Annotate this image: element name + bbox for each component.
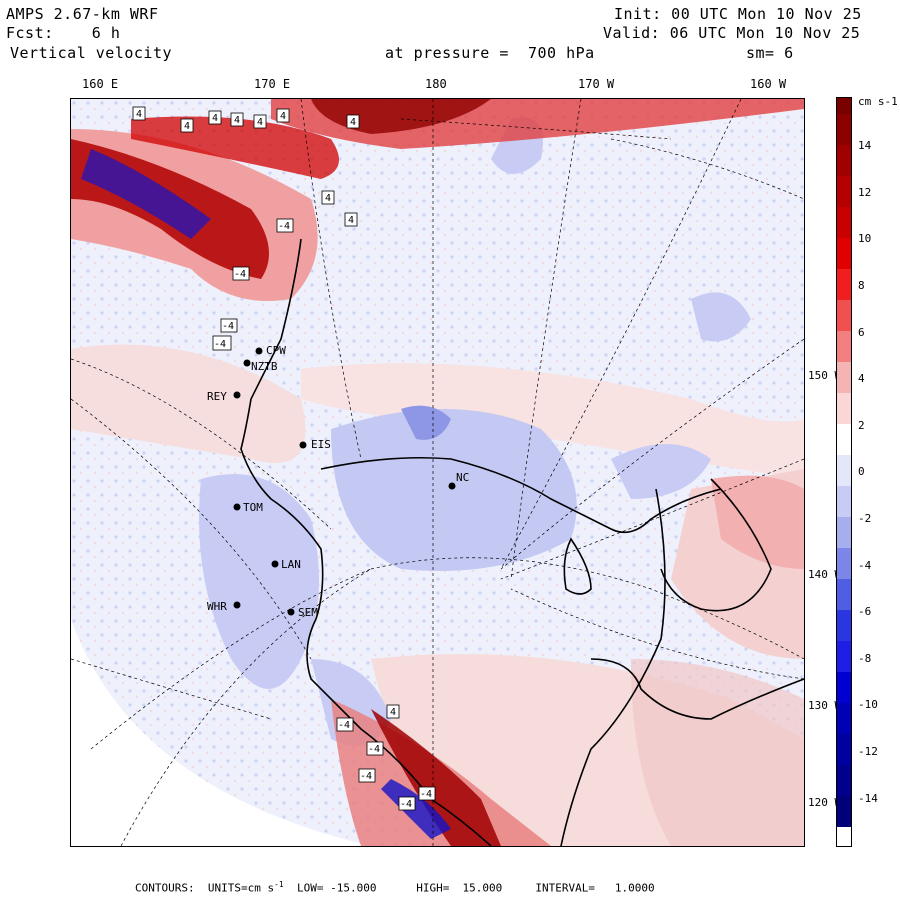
colorbar bbox=[836, 97, 852, 847]
forecast-hour: Fcst: 6 h bbox=[6, 24, 121, 42]
colorbar-tick: -4 bbox=[858, 559, 872, 572]
contour-label: -4 bbox=[398, 796, 416, 811]
init-time: Init: 00 UTC Mon 10 Nov 25 bbox=[614, 5, 862, 23]
contour-label: 4 bbox=[276, 108, 290, 123]
svg-text:REY: REY bbox=[207, 390, 227, 403]
colorbar-tick: 14 bbox=[858, 139, 872, 152]
lon-label-180: 180 bbox=[425, 77, 447, 91]
valid-time: Valid: 06 UTC Mon 10 Nov 25 bbox=[603, 24, 861, 42]
contour-label: 4 bbox=[346, 114, 360, 129]
contour-label: 4 bbox=[230, 112, 244, 127]
colorbar-tick: 0 bbox=[858, 465, 865, 478]
colorbar-tick: 10 bbox=[858, 232, 872, 245]
station-tom[interactable]: TOM bbox=[233, 501, 264, 514]
stations: CPW NZTB REY EIS NC TOM LAN WHR SEM bbox=[207, 344, 469, 619]
svg-text:-4: -4 bbox=[360, 771, 372, 782]
contour-label: -4 bbox=[232, 266, 250, 281]
station-eis[interactable]: EIS bbox=[299, 438, 331, 451]
station-rey[interactable]: REY bbox=[207, 390, 241, 403]
map-panel[interactable]: 4 4 4 4 4 4 4 4 -4 -4 4 -4 -4 4 -4 -4 -4… bbox=[70, 98, 805, 847]
colorbar-tick: -6 bbox=[858, 605, 872, 618]
lon-label-160w: 160 W bbox=[750, 77, 787, 91]
svg-text:-4: -4 bbox=[338, 720, 350, 731]
colorbar-tick: -12 bbox=[858, 745, 878, 758]
colorbar-tick: -8 bbox=[858, 652, 872, 665]
contour-label: -4 bbox=[358, 768, 376, 783]
contour-label: 4 bbox=[344, 212, 358, 227]
contour-label: 4 bbox=[253, 114, 267, 129]
svg-text:-4: -4 bbox=[368, 744, 380, 755]
contour-label: -4 bbox=[276, 218, 294, 233]
svg-text:EIS: EIS bbox=[311, 438, 331, 451]
svg-text:-4: -4 bbox=[400, 799, 412, 810]
colorbar-tick: 12 bbox=[858, 186, 872, 199]
contour-label: 4 bbox=[132, 106, 146, 121]
station-lan[interactable]: LAN bbox=[271, 558, 301, 571]
lat-label-120w: 120 W bbox=[808, 796, 842, 809]
svg-text:NC: NC bbox=[456, 471, 469, 484]
colorbar-tick: 4 bbox=[858, 372, 865, 385]
lon-label-170e: 170 E bbox=[254, 77, 291, 91]
contour-label: 4 bbox=[321, 190, 335, 205]
contour-label: -4 bbox=[212, 335, 232, 351]
svg-text:-4: -4 bbox=[234, 269, 246, 280]
station-whr[interactable]: WHR bbox=[207, 600, 241, 613]
lat-label-130w: 130 W bbox=[808, 699, 842, 712]
smoothing: sm= 6 bbox=[746, 44, 794, 62]
contour-label: -4 bbox=[366, 741, 384, 756]
svg-text:4: 4 bbox=[212, 113, 218, 124]
contour-label: 4 bbox=[386, 704, 400, 719]
svg-text:NZTB: NZTB bbox=[251, 360, 278, 373]
svg-text:-4: -4 bbox=[214, 339, 226, 350]
colorbar-tick: -14 bbox=[858, 792, 878, 805]
contour-labels: 4 4 4 4 4 4 4 4 -4 -4 4 -4 -4 4 -4 -4 -4… bbox=[132, 106, 436, 811]
colorbar-tick: 6 bbox=[858, 326, 865, 339]
svg-text:4: 4 bbox=[257, 117, 263, 128]
svg-text:-4: -4 bbox=[222, 321, 234, 332]
svg-text:4: 4 bbox=[136, 109, 142, 120]
lat-label-140w: 140 W bbox=[808, 568, 842, 581]
svg-text:SEM: SEM bbox=[298, 606, 318, 619]
contour-label: -4 bbox=[418, 786, 436, 801]
contour-label: 4 bbox=[180, 118, 194, 133]
contour-label: 4 bbox=[208, 110, 222, 125]
colorbar-tick: -10 bbox=[858, 698, 878, 711]
pressure-level: at pressure = 700 hPa bbox=[385, 44, 595, 62]
lon-label-160e: 160 E bbox=[82, 77, 119, 91]
colorbar-tick: 8 bbox=[858, 279, 865, 292]
svg-text:4: 4 bbox=[348, 215, 354, 226]
station-nc[interactable]: NC bbox=[448, 471, 470, 490]
station-sem[interactable]: SEM bbox=[287, 606, 319, 619]
svg-text:LAN: LAN bbox=[281, 558, 301, 571]
svg-text:TOM: TOM bbox=[243, 501, 263, 514]
lat-label-150w: 150 W bbox=[808, 369, 842, 382]
contour-label: -4 bbox=[220, 318, 238, 333]
svg-text:-4: -4 bbox=[278, 221, 290, 232]
svg-text:4: 4 bbox=[325, 193, 331, 204]
station-cpw[interactable]: CPW bbox=[255, 344, 287, 357]
svg-text:CPW: CPW bbox=[266, 344, 286, 357]
contour-label: -4 bbox=[336, 717, 354, 732]
svg-text:4: 4 bbox=[280, 111, 286, 122]
model-title: AMPS 2.67-km WRF bbox=[6, 5, 159, 23]
field-name: Vertical velocity bbox=[10, 44, 173, 62]
svg-text:4: 4 bbox=[390, 707, 396, 718]
svg-text:WHR: WHR bbox=[207, 600, 227, 613]
svg-text:4: 4 bbox=[350, 117, 356, 128]
map-canvas: 4 4 4 4 4 4 4 4 -4 -4 4 -4 -4 4 -4 -4 -4… bbox=[71, 99, 804, 846]
colorbar-tick: 2 bbox=[858, 419, 865, 432]
lon-label-170w: 170 W bbox=[578, 77, 615, 91]
station-nztb[interactable]: NZTB bbox=[243, 359, 278, 374]
colorbar-tick: -2 bbox=[858, 512, 872, 525]
svg-text:4: 4 bbox=[184, 121, 190, 132]
svg-text:-4: -4 bbox=[420, 789, 432, 800]
contour-info: CONTOURS: UNITS=cm s-1 LOW= -15.000 HIGH… bbox=[135, 880, 655, 895]
colorbar-units: cm s-1 bbox=[858, 95, 898, 108]
svg-text:4: 4 bbox=[234, 115, 240, 126]
